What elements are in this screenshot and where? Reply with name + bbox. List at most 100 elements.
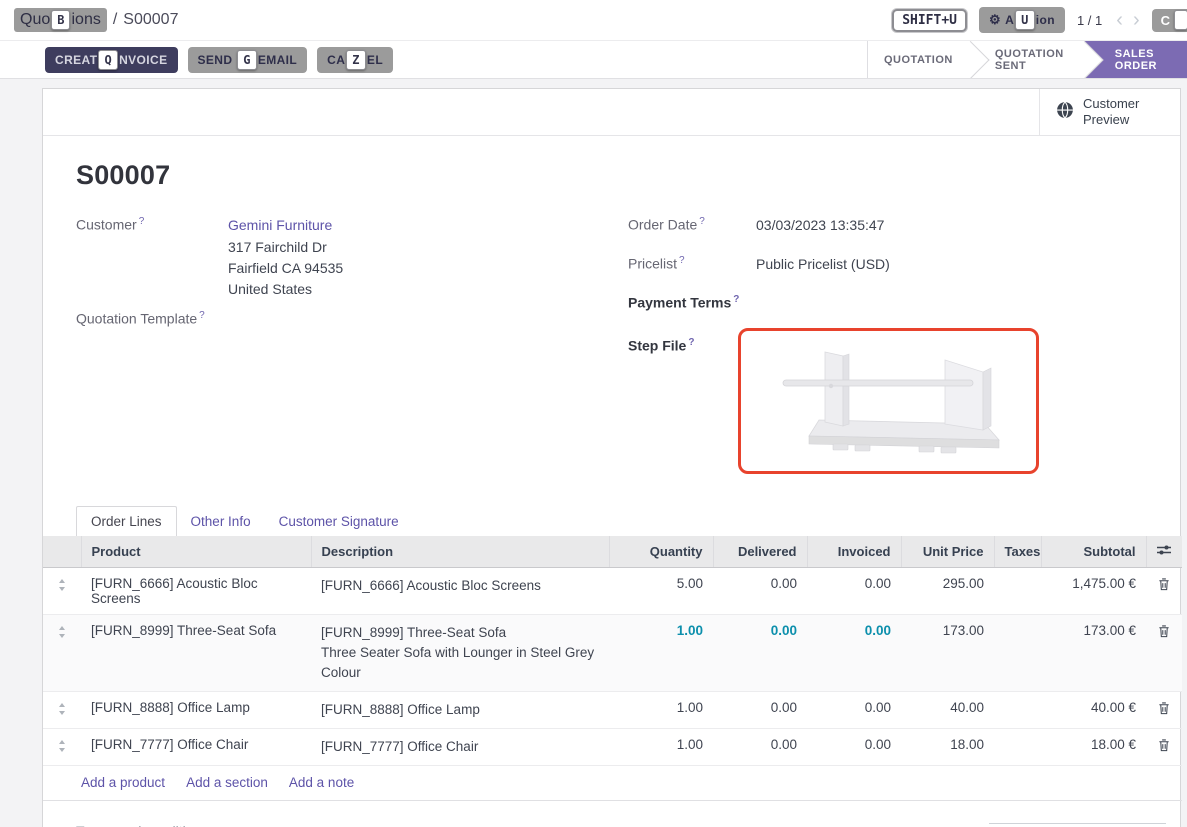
cell-unit-price[interactable]: 295.00 [942, 576, 984, 591]
breadcrumb-text-pre: Quo [20, 11, 51, 28]
cell-delivered: 0.00 [770, 576, 797, 591]
add-a-note-link[interactable]: Add a note [288, 775, 355, 790]
table-row[interactable]: [FURN_6666] Acoustic Bloc Screens [FURN_… [43, 568, 1182, 615]
status-step-sales-order[interactable]: SALES ORDER [1084, 41, 1187, 78]
customer-address-line3: United States [228, 281, 313, 297]
field-quotation-template: Quotation Template? [76, 309, 628, 339]
col-subtotal[interactable]: Subtotal [1040, 536, 1146, 568]
cell-quantity[interactable]: 1.00 [609, 614, 713, 692]
breadcrumb-text-post: ions [71, 11, 101, 28]
breadcrumb-record: S00007 [123, 11, 179, 28]
status-bar: QUOTATION QUOTATION SENT SALES ORDER [867, 41, 1187, 78]
page-title: S00007 [76, 160, 171, 190]
add-a-product-link[interactable]: Add a product [81, 775, 166, 790]
col-quantity[interactable]: Quantity [608, 536, 713, 568]
cell-subtotal: 173.00 € [1041, 614, 1146, 692]
order-date-value[interactable]: 03/03/2023 13:35:47 [756, 217, 885, 233]
cell-subtotal: 1,475.00 € [1072, 576, 1136, 591]
pricelist-value[interactable]: Public Pricelist (USD) [756, 256, 890, 272]
table-row[interactable]: [FURN_7777] Office Chair [FURN_7777] Off… [43, 728, 1182, 766]
status-step-quotation[interactable]: QUOTATION [868, 41, 971, 78]
payment-terms-label: Payment Terms? [628, 294, 740, 311]
cell-description[interactable]: [FURN_6666] Acoustic Bloc Screens [321, 578, 541, 593]
optional-columns-icon[interactable] [1145, 536, 1182, 568]
tab-customer-signature[interactable]: Customer Signature [278, 514, 399, 529]
drag-handle-icon[interactable] [43, 614, 81, 692]
add-a-section-link[interactable]: Add a section [186, 775, 268, 790]
col-unit-price[interactable]: Unit Price [900, 536, 994, 568]
delete-row-icon[interactable] [1146, 614, 1182, 692]
cell-description[interactable]: [FURN_8999] Three-Seat Sofa Three Seater… [311, 614, 609, 692]
order-date-label: Order Date? [628, 216, 705, 233]
field-customer: Customer? Gemini Furniture 317 Fairchild… [76, 215, 628, 300]
table-row[interactable]: [FURN_8999] Three-Seat Sofa [FURN_8999] … [43, 614, 1182, 692]
col-description[interactable]: Description [310, 536, 609, 568]
customer-link[interactable]: Gemini Furniture [228, 217, 333, 233]
table-footer-links-row: Add a product Add a section Add a note [43, 765, 1182, 801]
delete-row-icon[interactable] [1146, 568, 1182, 615]
cancel-button[interactable]: CA Z EL [317, 46, 394, 73]
cell-product[interactable]: [FURN_7777] Office Chair [81, 728, 311, 766]
cell-taxes[interactable] [994, 614, 1041, 692]
drag-handle-icon[interactable] [43, 568, 81, 615]
field-grid: Customer? Gemini Furniture 317 Fairchild… [76, 215, 1147, 474]
corner-button[interactable]: C [1151, 8, 1187, 32]
cell-unit-price[interactable]: 173.00 [901, 614, 994, 692]
delete-row-icon[interactable] [1146, 728, 1182, 766]
col-taxes[interactable]: Taxes [993, 536, 1041, 568]
cell-product[interactable]: [FURN_6666] Acoustic Bloc Screens [91, 576, 258, 606]
create-invoice-button[interactable]: CREAT Q NVOICE [45, 46, 178, 73]
step-file-image[interactable] [738, 328, 1039, 474]
cell-taxes[interactable] [994, 728, 1041, 766]
cell-quantity[interactable]: 1.00 [609, 691, 713, 729]
send-email-button[interactable]: SEND G EMAIL [187, 46, 308, 73]
cell-taxes[interactable] [994, 568, 1041, 615]
drag-handle-icon[interactable] [43, 728, 81, 766]
help-icon: ? [199, 310, 205, 321]
pager-prev-icon[interactable]: ‹ [1116, 9, 1123, 31]
terms-and-conditions-input[interactable]: Terms and conditions... [76, 823, 220, 827]
customer-address-line1: 317 Fairchild Dr [228, 239, 327, 255]
customer-preview-button[interactable]: Customer Preview [1039, 89, 1180, 135]
field-step-file: Step File? [628, 328, 1147, 474]
cell-delivered: 0.00 [713, 728, 807, 766]
cell-product[interactable]: [FURN_8888] Office Lamp [81, 691, 311, 729]
pager-next-icon[interactable]: › [1132, 9, 1140, 31]
cell-taxes[interactable] [994, 691, 1041, 729]
customer-preview-label-line1: Customer [1083, 96, 1140, 111]
cancel-label-post: EL [366, 52, 384, 67]
form-workspace: Customer Preview S00007 Customer? Gemini… [0, 79, 1187, 827]
cell-quantity[interactable]: 1.00 [609, 728, 713, 766]
cell-unit-price[interactable]: 18.00 [901, 728, 994, 766]
cell-subtotal: 40.00 € [1041, 691, 1146, 729]
delete-row-icon[interactable] [1146, 691, 1182, 729]
cell-unit-price[interactable]: 40.00 [901, 691, 994, 729]
help-icon: ? [733, 294, 740, 305]
cell-description[interactable]: [FURN_8888] Office Lamp [311, 691, 609, 729]
help-icon: ? [138, 216, 145, 227]
send-email-label-pre: SEND [197, 52, 233, 67]
table-row[interactable]: [FURN_8888] Office Lamp [FURN_8888] Offi… [43, 691, 1182, 729]
kbd-hint-corner [1174, 10, 1187, 30]
col-invoiced[interactable]: Invoiced [806, 536, 901, 568]
cancel-label-pre: CA [327, 52, 346, 67]
tab-order-lines[interactable]: Order Lines [76, 506, 177, 536]
col-product[interactable]: Product [80, 536, 311, 568]
col-delivered[interactable]: Delivered [712, 536, 807, 568]
drag-handle-icon[interactable] [43, 691, 81, 729]
cell-product[interactable]: [FURN_8999] Three-Seat Sofa [81, 614, 311, 692]
cell-description[interactable]: [FURN_7777] Office Chair [311, 728, 609, 766]
kbd-hint-send-email: G [237, 50, 257, 71]
field-order-date: Order Date? 03/03/2023 13:35:47 [628, 215, 1147, 245]
step-file-3d-preview-icon [759, 334, 1019, 469]
totals-block: Total: 1,706.00 € [989, 823, 1166, 827]
cell-quantity[interactable]: 5.00 [676, 576, 703, 591]
handle-column-header [43, 536, 81, 568]
send-email-label-post: EMAIL [257, 52, 298, 67]
create-invoice-label-post: NVOICE [119, 52, 168, 67]
tab-other-info[interactable]: Other Info [190, 514, 251, 529]
pager-counter: 1 / 1 [1076, 12, 1103, 28]
create-invoice-label-pre: CREAT [55, 52, 98, 67]
